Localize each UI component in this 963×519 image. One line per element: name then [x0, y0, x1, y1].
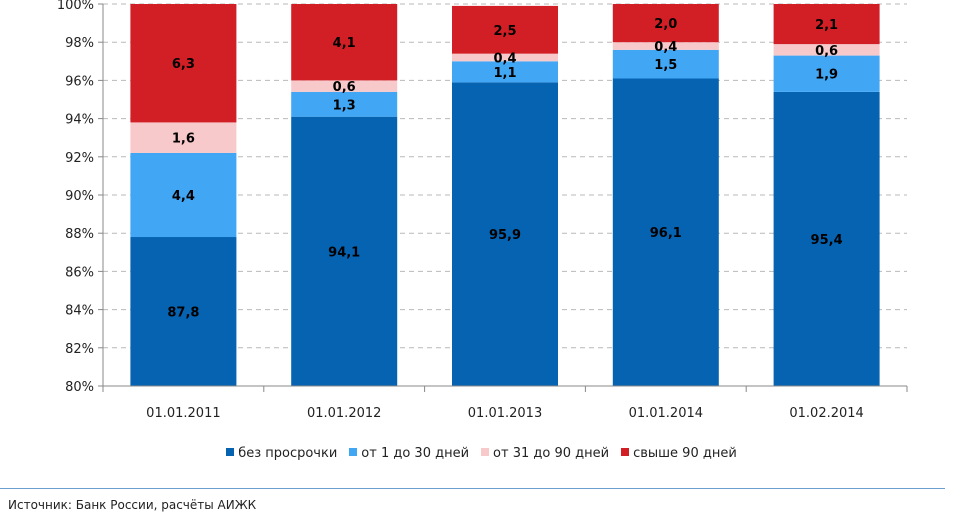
data-label: 6,3	[172, 57, 195, 72]
legend-swatch	[226, 448, 235, 456]
legend-label: свыше 90 дней	[633, 446, 737, 461]
y-tick-label: 80%	[65, 380, 94, 395]
legend-label: от 1 до 30 дней	[361, 446, 470, 461]
bar-segment	[291, 91, 398, 117]
legend-item: от 1 до 30 дней	[349, 446, 469, 461]
data-label: 94,1	[328, 245, 360, 260]
y-tick-label: 88%	[65, 227, 94, 242]
data-label: 0,4	[654, 40, 677, 55]
source-note: Источник: Банк России, расчёты АИЖК	[8, 498, 257, 512]
bar-segment	[452, 61, 558, 83]
data-label: 2,1	[815, 18, 838, 33]
bars	[130, 4, 880, 387]
x-tick-label: 01.01.2012	[307, 406, 381, 421]
data-label: 1,5	[654, 58, 677, 73]
bar-segment	[130, 122, 237, 153]
bar-segment	[291, 80, 398, 92]
legend-item: от 31 до 90 дней	[481, 446, 609, 461]
bar-segment	[130, 152, 237, 238]
y-tick-label: 92%	[65, 151, 94, 166]
bar-segment	[612, 49, 719, 79]
data-label: 96,1	[650, 226, 682, 241]
gridlines	[103, 3, 907, 349]
data-label: 1,1	[493, 66, 516, 81]
y-tick-label: 90%	[65, 189, 94, 204]
y-tick-label: 98%	[65, 36, 94, 51]
y-tick-label: 94%	[65, 113, 94, 128]
data-label: 0,6	[333, 80, 356, 95]
bar-segment	[773, 44, 880, 56]
data-label: 2,0	[654, 17, 677, 32]
data-label: 95,9	[489, 228, 521, 243]
bar-segment	[612, 4, 719, 43]
legend-swatch	[481, 448, 490, 456]
bar-segment	[130, 237, 237, 386]
divider	[0, 488, 945, 489]
bar-segment	[452, 53, 558, 62]
bar-segment	[773, 4, 880, 45]
bar-segment	[773, 91, 880, 387]
data-label: 87,8	[167, 306, 199, 321]
data-label: 0,4	[493, 51, 516, 66]
data-label: 95,4	[811, 233, 843, 248]
data-label: 1,6	[172, 132, 195, 147]
data-label: 1,9	[815, 68, 838, 83]
legend-swatch	[621, 448, 630, 456]
data-label: 4,1	[333, 36, 356, 51]
legend: без просрочки от 1 до 30 дней от 31 до 90 …	[0, 446, 963, 461]
bar-segment	[452, 82, 558, 386]
bar-segment	[612, 42, 719, 50]
bar-segment	[452, 5, 558, 54]
x-tick-label: 01.01.2014	[629, 406, 703, 421]
bar-segment	[612, 78, 719, 387]
y-tick-label: 96%	[65, 74, 94, 89]
legend-swatch	[349, 448, 358, 456]
legend-label: без просрочки	[238, 446, 338, 461]
y-tick-label: 82%	[65, 342, 94, 357]
data-label: 1,3	[333, 98, 356, 113]
y-tick-label: 86%	[65, 265, 94, 280]
y-tick-label: 84%	[65, 304, 94, 319]
data-labels: 87,84,41,66,394,11,30,64,195,91,10,42,59…	[167, 17, 842, 320]
data-label: 4,4	[172, 189, 195, 204]
data-label: 2,5	[493, 24, 516, 39]
legend-label: от 31 до 90 дней	[493, 446, 610, 461]
axes: 80% 82% 84% 86% 88% 90% 92% 94% 96% 98% 100% 01.01.…	[57, 0, 908, 421]
x-tick-label: 01.02.2014	[789, 406, 863, 421]
bar-segment	[130, 4, 237, 123]
legend-item: без просрочки	[226, 446, 337, 461]
y-tick-label: 100%	[57, 0, 94, 13]
x-tick-label: 01.01.2011	[146, 406, 220, 421]
bar-segment	[773, 55, 880, 92]
legend-item: свыше 90 дней	[621, 446, 737, 461]
data-label: 0,6	[815, 44, 838, 59]
bar-segment	[291, 4, 398, 81]
bar-segment	[291, 116, 398, 386]
stacked-bar-chart: 87,84,41,66,394,11,30,64,195,91,10,42,59…	[57, 0, 908, 421]
x-tick-label: 01.01.2013	[468, 406, 542, 421]
